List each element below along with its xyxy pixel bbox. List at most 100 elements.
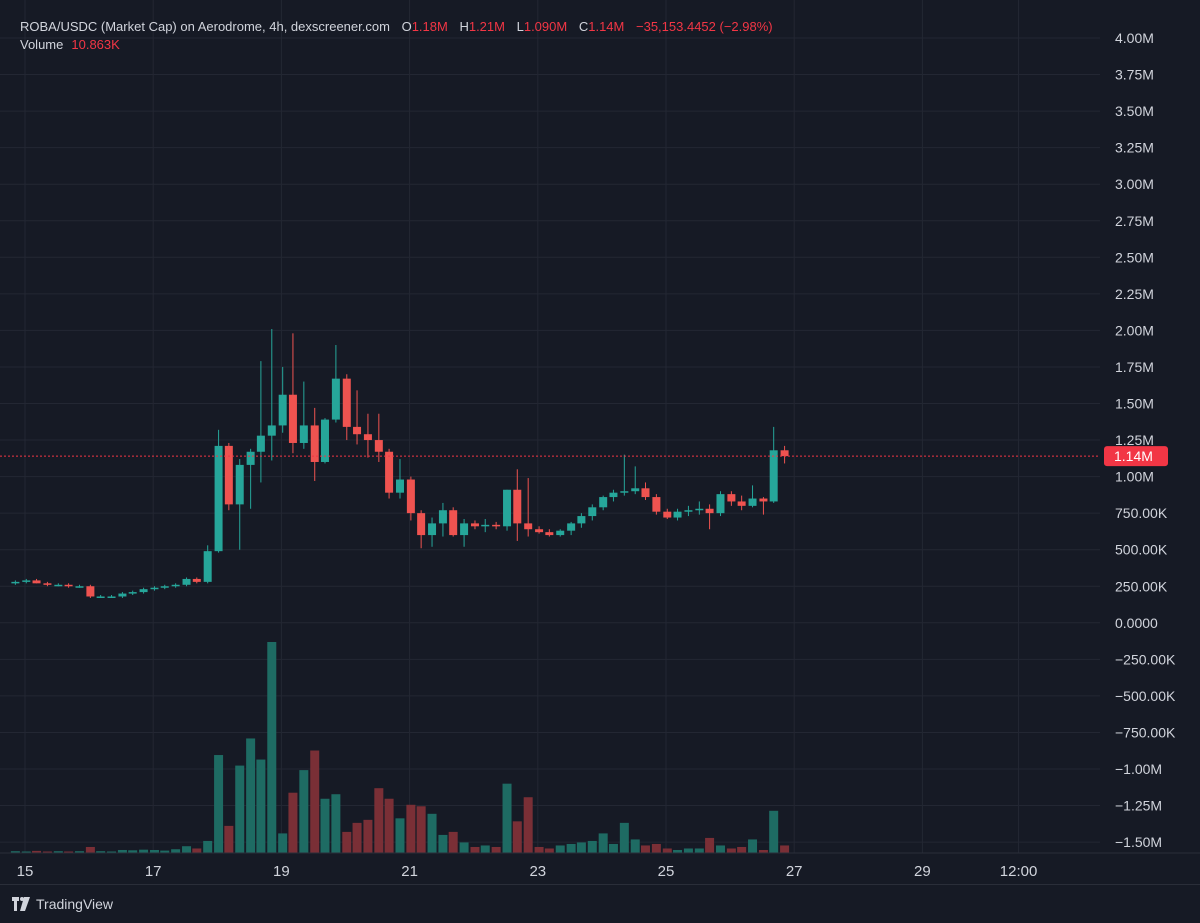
y-tick-label: 3.00M [1115, 176, 1154, 192]
candle-body [609, 492, 618, 498]
y-tick-label: 1.00M [1115, 469, 1154, 485]
candle-body [203, 551, 212, 582]
candle-body [320, 419, 329, 462]
y-tick-label: 1.75M [1115, 359, 1154, 375]
volume-bar [342, 831, 352, 853]
y-tick-label: 750.00K [1115, 505, 1168, 521]
volume-bar [587, 840, 597, 853]
candle-body [503, 489, 512, 527]
candle-body [577, 516, 586, 524]
y-tick-label: 1.50M [1115, 396, 1154, 412]
volume-bar [448, 831, 458, 853]
volume-bar [246, 738, 256, 853]
time-axis[interactable]: 15 17 19 21 23 25 27 29 12:00 [0, 852, 1200, 880]
candle-body [449, 510, 458, 536]
volume-bar [715, 845, 725, 853]
candle-body [182, 578, 191, 585]
candle-body [374, 440, 383, 452]
volume-bar [331, 794, 341, 853]
open-label: O [401, 19, 412, 34]
volume-bar [192, 848, 202, 853]
volume-bar [758, 849, 768, 853]
y-tick-label: 4.00M [1115, 30, 1154, 46]
volume-bar [673, 849, 683, 853]
symbol-title[interactable]: ROBA/USDC (Market Cap) on Aerodrome, 4h,… [20, 19, 390, 34]
candle-body [118, 593, 127, 597]
candle-body [214, 445, 223, 552]
candle-body [299, 425, 308, 443]
candle-body [759, 498, 768, 502]
chart-grid [0, 0, 1100, 853]
volume-bar [53, 851, 63, 853]
y-tick-label: 3.50M [1115, 103, 1154, 119]
volume-bar [512, 821, 522, 853]
volume-bar [278, 833, 288, 853]
low-value: 1.090M [523, 19, 568, 34]
candle-body [513, 489, 522, 524]
candle-body [43, 583, 52, 585]
candle-body [86, 586, 95, 597]
y-tick-label: 2.25M [1115, 286, 1154, 302]
candle-body [684, 510, 693, 512]
high-value: 1.21M [468, 19, 505, 34]
candle-body [246, 451, 255, 465]
candle-body [620, 491, 629, 493]
candle-body [524, 523, 533, 530]
low-label: L [516, 19, 524, 34]
volume-bar [651, 843, 661, 853]
tradingview-logo[interactable]: TradingView [12, 896, 113, 912]
candle-body [588, 507, 597, 517]
candle-body [160, 586, 169, 588]
candle-body [460, 523, 469, 536]
volume-label[interactable]: Volume [20, 37, 64, 52]
close-label: C [578, 19, 589, 34]
y-tick-label: 3.25M [1115, 140, 1154, 156]
x-tick-label: 17 [145, 863, 162, 880]
candle-body [342, 378, 351, 427]
candle-body [438, 510, 447, 524]
candle-body [716, 494, 725, 514]
volume-bar [640, 845, 650, 853]
volume-bar [42, 851, 52, 853]
candle-body [150, 587, 159, 590]
volume-bar [683, 848, 693, 853]
candle-body [96, 596, 105, 598]
volume-bar [224, 825, 234, 853]
volume-bar [171, 849, 181, 853]
candle-body [395, 479, 404, 493]
volume-bars [10, 642, 790, 853]
candle-body [705, 508, 714, 514]
candle-body [748, 498, 757, 506]
y-tick-label: −1.00M [1115, 761, 1162, 777]
x-tick-label: 27 [786, 863, 803, 880]
price-axis[interactable]: 4.00M 3.75M 3.50M 3.25M 3.00M 2.75M 2.50M 2.25M… [1115, 30, 1176, 850]
candle-body [535, 529, 544, 533]
volume-bar [608, 843, 618, 853]
volume-bar [128, 850, 138, 853]
candle-body [32, 580, 41, 584]
volume-bar [555, 845, 565, 853]
volume-bar [21, 851, 31, 853]
candle-body [599, 497, 608, 508]
volume-bar [470, 846, 480, 853]
volume-bar [96, 851, 106, 853]
candle-body [631, 488, 640, 492]
volume-bar [310, 750, 320, 853]
volume-bar [726, 848, 736, 853]
candle-body [428, 523, 437, 536]
volume-bar [576, 842, 586, 853]
candle-body [64, 584, 73, 587]
tradingview-logo-icon [12, 897, 30, 911]
x-tick-label: 15 [17, 863, 34, 880]
candle-body [567, 523, 576, 531]
candle-body [192, 578, 201, 582]
volume-bar [395, 818, 405, 853]
candle-body [224, 445, 233, 505]
volume-bar [267, 642, 277, 853]
volume-bar [544, 848, 554, 853]
chart-legend: ROBA/USDC (Market Cap) on Aerodrome, 4h,… [20, 18, 773, 54]
candle-body [128, 592, 137, 594]
volume-bar [160, 850, 170, 853]
volume-bar [534, 846, 544, 853]
